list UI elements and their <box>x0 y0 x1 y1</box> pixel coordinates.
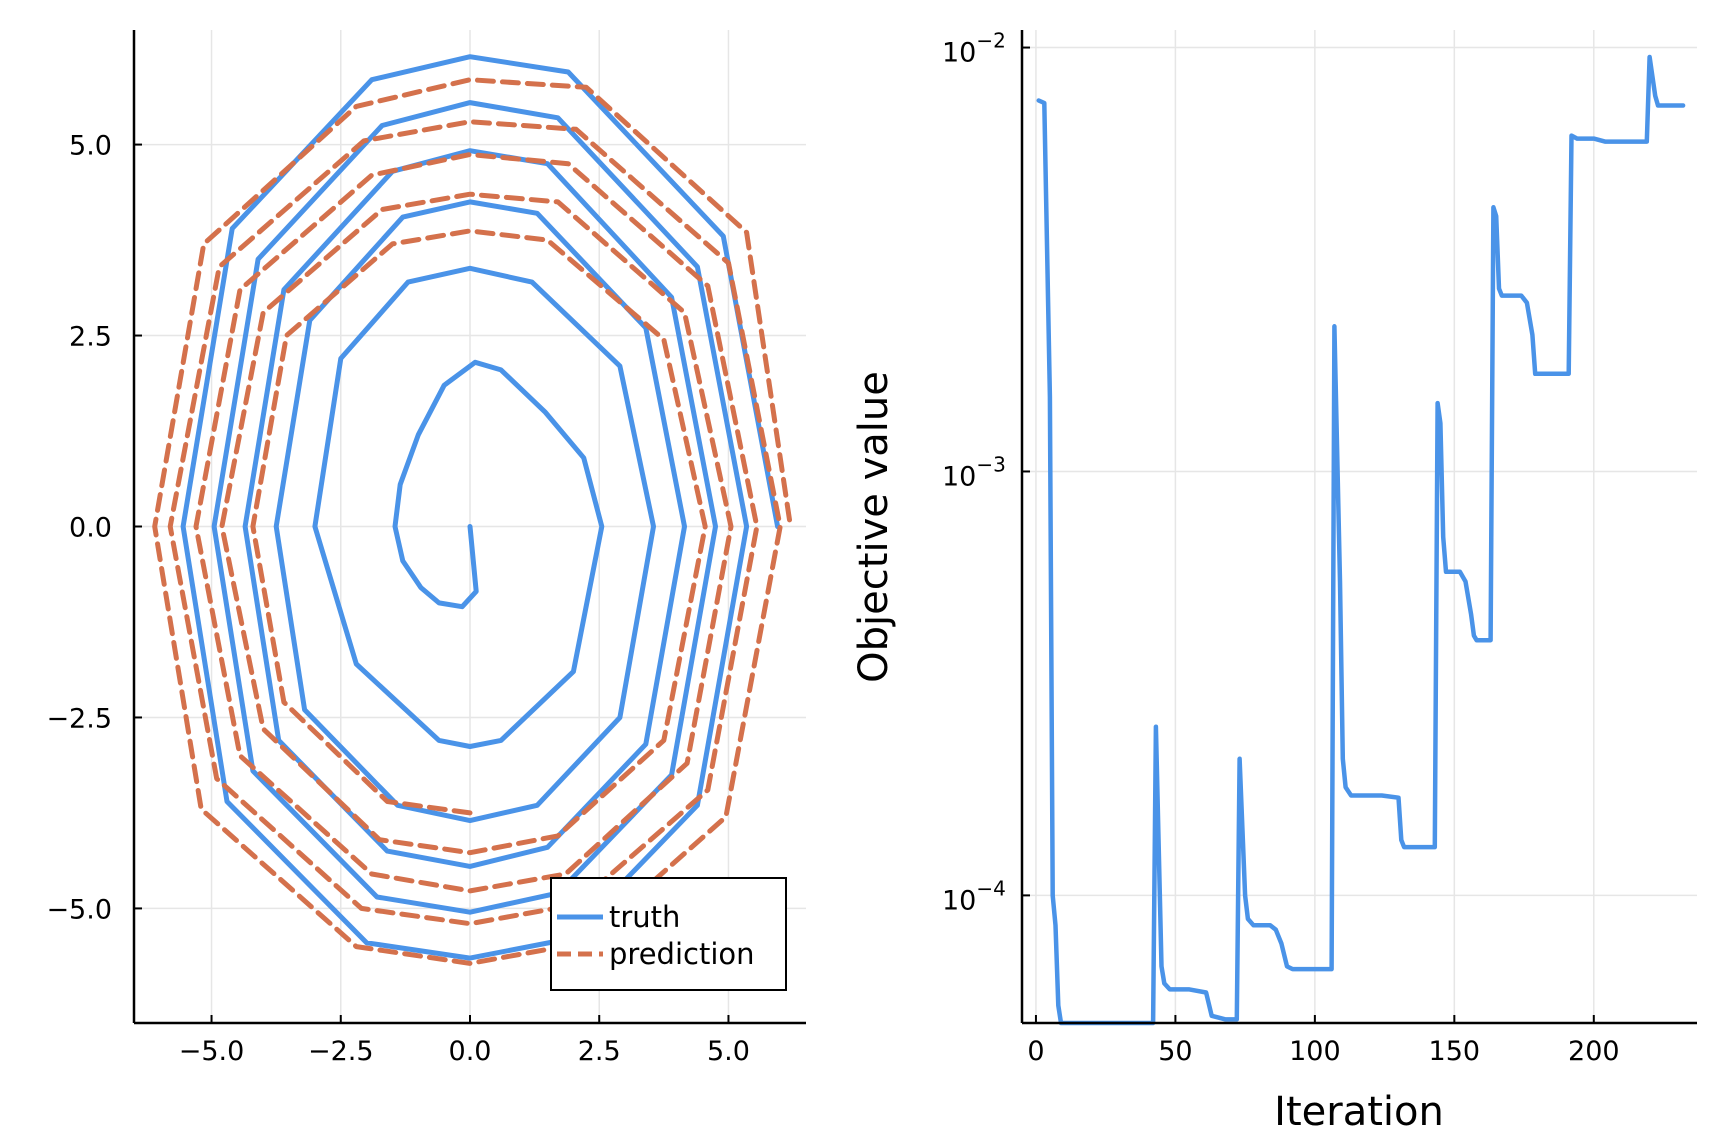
legend: truth prediction <box>550 877 787 991</box>
legend-truth-label: truth <box>609 900 680 934</box>
objective-y-tick-label: 10−4 <box>942 876 1006 916</box>
trajectory-y-tick-label: 0.0 <box>69 513 112 544</box>
legend-prediction-label: prediction <box>609 937 755 971</box>
objective-chart: 0 50 100 150 200 10−4 10−3 10−2 Iteration Objec… <box>851 29 1697 1135</box>
objective-x-tick-label: 100 <box>1289 1036 1341 1067</box>
trajectory-y-tick-label: 5.0 <box>69 131 112 162</box>
objective-line <box>1036 54 1686 1026</box>
trajectory-y-tick-label: −5.0 <box>46 894 112 925</box>
objective-y-axis-title: Objective value <box>851 371 897 683</box>
series-prediction-line <box>152 77 793 966</box>
objective-x-tick-label: 0 <box>1027 1036 1044 1067</box>
trajectory-y-tick-label: −2.5 <box>46 703 112 734</box>
objective-x-axis-title: Iteration <box>1274 1089 1444 1135</box>
trajectory-x-tick-label: 2.5 <box>578 1036 621 1067</box>
objective-series <box>1036 54 1686 1026</box>
legend-box <box>550 877 787 991</box>
series-truth-line <box>180 54 781 961</box>
objective-y-tick-label: 10−2 <box>942 29 1006 69</box>
objective-x-tick-label: 200 <box>1568 1036 1620 1067</box>
objective-x-tick-label: 150 <box>1429 1036 1481 1067</box>
trajectory-y-tick-label: 2.5 <box>69 322 112 353</box>
trajectory-ticks: −5.0 −2.5 0.0 2.5 5.0 −5.0 −2.5 0.0 2.5 5.0 <box>46 131 750 1067</box>
objective-axes <box>1020 30 1697 1025</box>
objective-grid <box>1022 30 1697 1023</box>
trajectory-series <box>152 54 793 966</box>
trajectory-chart: −5.0 −2.5 0.0 2.5 5.0 −5.0 −2.5 0.0 2.5 5.0 truth… <box>46 30 806 1067</box>
trajectory-x-tick-label: 5.0 <box>707 1036 750 1067</box>
objective-y-tick-label: 10−3 <box>942 452 1006 492</box>
objective-ticks: 0 50 100 150 200 10−4 10−3 10−2 <box>942 29 1620 1067</box>
trajectory-x-tick-label: 0.0 <box>449 1036 492 1067</box>
objective-x-tick-label: 50 <box>1158 1036 1192 1067</box>
trajectory-x-tick-label: −5.0 <box>179 1036 245 1067</box>
trajectory-x-tick-label: −2.5 <box>308 1036 374 1067</box>
